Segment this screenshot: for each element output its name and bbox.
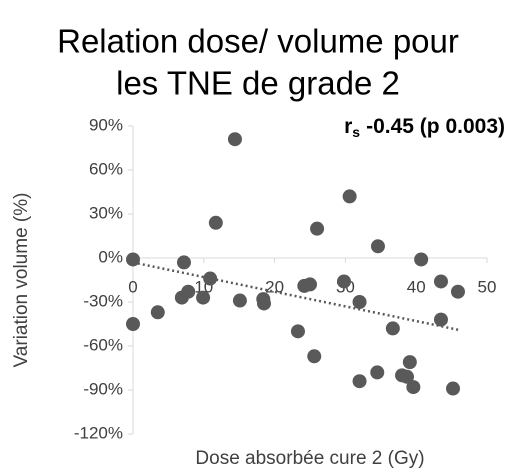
y-tick-label: 0% (98, 247, 123, 266)
x-tick-label: 40 (407, 277, 426, 296)
data-point (370, 365, 385, 380)
data-point (232, 293, 247, 308)
y-axis-label: Variation volume (%) (11, 193, 32, 368)
data-point (181, 284, 196, 299)
data-point (450, 284, 465, 299)
annotation: rs -0.45 (p 0.003) (344, 115, 505, 140)
data-point (256, 296, 271, 311)
data-point (414, 252, 429, 267)
data-point (310, 221, 325, 236)
data-point (352, 374, 367, 389)
data-point (307, 349, 322, 364)
data-point (385, 321, 400, 336)
data-point (208, 215, 223, 230)
data-point (176, 255, 191, 270)
annotation-text: -0.45 (p 0.003) (366, 115, 505, 138)
x-tick-label: 50 (478, 277, 497, 296)
data-point (126, 252, 140, 267)
data-point (433, 312, 448, 327)
data-point (399, 369, 414, 384)
chart-title: les TNE de grade 2 (116, 65, 400, 102)
data-point (402, 355, 417, 370)
y-tick-label: -30% (83, 291, 123, 310)
y-tick-label: -120% (74, 423, 123, 442)
data-point (352, 295, 367, 309)
x-axis-label: Dose absorbée cure 2 (Gy) (195, 448, 424, 469)
data-point (446, 381, 461, 396)
y-tick-label: 30% (89, 203, 123, 222)
data-point (203, 271, 218, 286)
data-point (126, 317, 140, 331)
x-tick-label: 20 (265, 277, 284, 296)
y-tick-label: -90% (83, 379, 123, 398)
chart-title: Relation dose/ volume pour (57, 23, 459, 60)
x-tick-label: 0 (128, 277, 137, 296)
annotation-subscript: s (352, 124, 360, 140)
data-point (433, 274, 448, 289)
y-tick-label: -60% (83, 335, 123, 354)
trendline (132, 261, 459, 332)
annotation-symbol: r (344, 115, 352, 138)
data-point (196, 290, 211, 305)
data-point (303, 277, 317, 292)
data-point (342, 189, 357, 204)
data-point (150, 305, 165, 320)
data-point (227, 132, 242, 147)
data-point (290, 324, 305, 339)
data-point (370, 239, 385, 254)
data-point (406, 380, 421, 395)
y-tick-label: 90% (89, 115, 123, 134)
data-point (336, 274, 351, 289)
y-tick-label: 60% (89, 159, 123, 178)
